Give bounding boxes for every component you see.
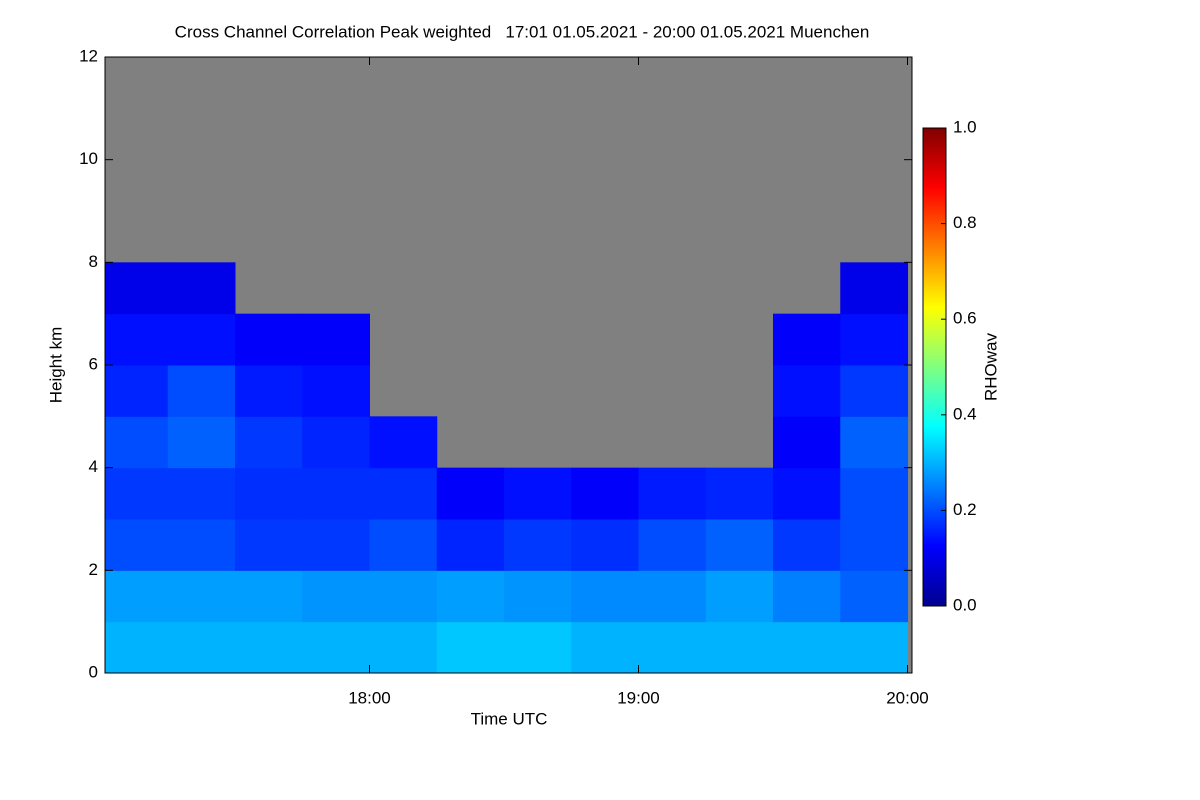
colorbar-tick-label: 0.0 [953, 595, 977, 614]
heatmap-cell [167, 570, 236, 623]
heatmap-cell [235, 621, 303, 673]
x-tick-label: 19:00 [617, 688, 660, 707]
heatmap-cell [302, 416, 371, 469]
heatmap-cell [105, 262, 169, 315]
heatmap-cell [167, 519, 236, 571]
heatmap-cell [773, 313, 841, 366]
heatmap-cell [705, 621, 774, 673]
heatmap-cell [638, 621, 707, 673]
heatmap-cell [840, 416, 909, 469]
heatmap-cell [436, 570, 505, 623]
heatmap-cell [235, 467, 303, 520]
heatmap-cell [571, 519, 640, 571]
y-tick-label: 8 [89, 252, 98, 271]
heatmap-cell [105, 519, 169, 571]
heatmap-cell [638, 467, 707, 520]
heatmap-cell [436, 621, 505, 673]
heatmap-cell [840, 365, 909, 417]
heatmap [105, 57, 912, 673]
heatmap-cell [369, 570, 438, 623]
colorbar-tick-label: 1.0 [953, 117, 977, 136]
heatmap-cell [105, 570, 169, 623]
y-tick-label: 4 [89, 457, 98, 476]
heatmap-cell [705, 519, 774, 571]
heatmap-cell [773, 519, 841, 571]
y-tick-label: 12 [79, 46, 98, 65]
heatmap-cell [840, 519, 909, 571]
heatmap-cell [773, 570, 841, 623]
heatmap-cell [504, 570, 572, 623]
heatmap-cell [369, 467, 438, 520]
heatmap-cell [773, 365, 841, 417]
heatmap-cell [840, 621, 909, 673]
heatmap-cell [773, 416, 841, 469]
heatmap-cell [840, 262, 909, 315]
heatmap-cell [369, 621, 438, 673]
heatmap-cell [235, 313, 303, 366]
heatmap-cell [369, 416, 438, 469]
heatmap-cell [105, 467, 169, 520]
heatmap-cell [840, 313, 909, 366]
heatmap-cell [571, 570, 640, 623]
y-tick-label: 10 [79, 149, 98, 168]
heatmap-cell [436, 519, 505, 571]
x-tick-label: 18:00 [348, 688, 391, 707]
colorbar-tick-label: 0.8 [953, 213, 977, 232]
heatmap-cell [302, 570, 371, 623]
heatmap-cell [504, 467, 572, 520]
heatmap-cell [436, 467, 505, 520]
heatmap-cell [167, 467, 236, 520]
heatmap-cell [302, 313, 371, 366]
heatmap-cell [105, 621, 169, 673]
heatmap-cell [705, 467, 774, 520]
x-tick-label: 20:00 [886, 688, 929, 707]
heatmap-cell [369, 519, 438, 571]
heatmap-cell [167, 262, 236, 315]
heatmap-cell [840, 467, 909, 520]
heatmap-cell [235, 570, 303, 623]
heatmap-cell [773, 467, 841, 520]
heatmap-cell [302, 467, 371, 520]
heatmap-cell [504, 621, 572, 673]
heatmap-cell [571, 467, 640, 520]
heatmap-cell [302, 365, 371, 417]
colorbar-label: RHOwav [981, 332, 1000, 401]
heatmap-cell [235, 416, 303, 469]
heatmap-cell [235, 519, 303, 571]
heatmap-cell [105, 365, 169, 417]
x-axis-label: Time UTC [471, 709, 548, 728]
colorbar-tick-label: 0.2 [953, 500, 977, 519]
heatmap-cell [167, 416, 236, 469]
heatmap-cell [571, 621, 640, 673]
heatmap-cell [705, 570, 774, 623]
heatmap-cell [105, 416, 169, 469]
colorbar-tick-label: 0.4 [953, 404, 977, 423]
heatmap-cell [504, 519, 572, 571]
heatmap-cell [840, 570, 909, 623]
heatmap-cell [773, 621, 841, 673]
heatmap-cell [105, 313, 169, 366]
heatmap-cell [167, 365, 236, 417]
y-axis-label: Height km [46, 327, 65, 404]
y-tick-label: 0 [89, 662, 98, 681]
heatmap-cell [638, 519, 707, 571]
chart-title: Cross Channel Correlation Peak weighted … [175, 22, 870, 41]
y-tick-label: 2 [89, 560, 98, 579]
colorbar [922, 127, 947, 607]
heatmap-cell [235, 365, 303, 417]
colorbar-tick-label: 0.6 [953, 309, 977, 328]
y-tick-label: 6 [89, 354, 98, 373]
heatmap-cell [302, 519, 371, 571]
heatmap-cell [167, 313, 236, 366]
heatmap-cell [302, 621, 371, 673]
heatmap-cell [167, 621, 236, 673]
heatmap-cell [638, 570, 707, 623]
